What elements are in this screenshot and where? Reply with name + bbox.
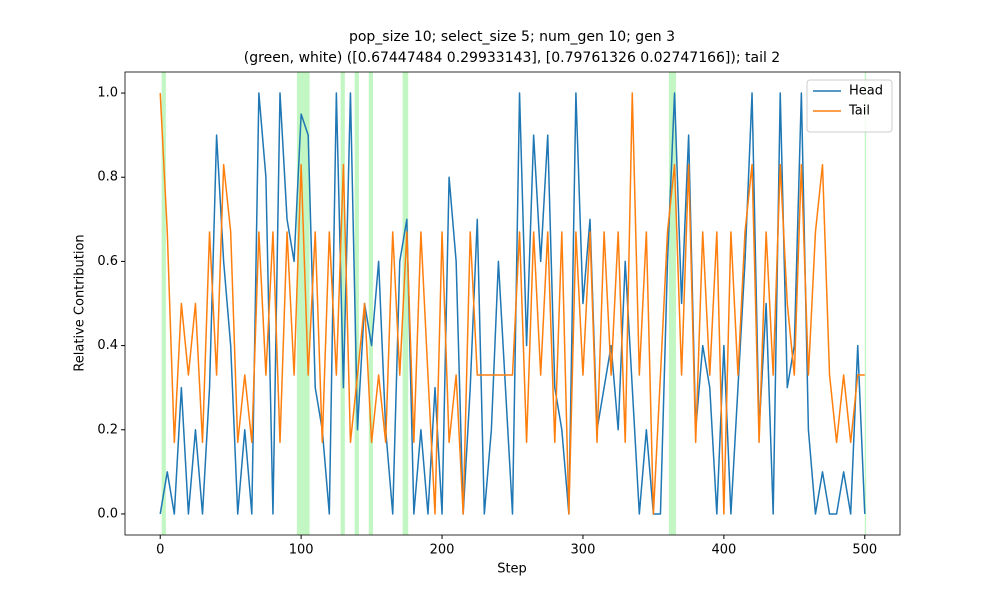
highlight-span [864, 72, 867, 535]
y-tick-label: 0.4 [97, 338, 118, 353]
legend-label: Head [849, 84, 883, 99]
chart-title: pop_size 10; select_size 5; num_gen 10; … [349, 29, 675, 45]
legend-label: Tail [848, 104, 870, 119]
legend-box [806, 79, 893, 133]
y-tick-label: 0.0 [97, 506, 118, 521]
plot-frame [124, 71, 901, 536]
chart-subtitle: (green, white) ([0.67447484 0.29933143],… [244, 50, 780, 66]
x-tick-label: 300 [571, 543, 596, 558]
highlight-span [368, 72, 373, 535]
y-tick-label: 0.2 [97, 422, 118, 437]
y-axis-label: Relative Contribution [73, 234, 88, 371]
x-tick-label: 100 [289, 543, 314, 558]
series-line [159, 92, 865, 515]
highlight-span [402, 72, 409, 535]
x-tick-label: 400 [711, 543, 736, 558]
highlight-span [161, 72, 166, 535]
highlight-span [354, 72, 359, 535]
x-tick-label: 200 [430, 543, 455, 558]
highlight-span [668, 72, 676, 535]
x-tick-label: 500 [852, 543, 877, 558]
y-tick-label: 1.0 [97, 86, 118, 101]
x-tick-label: 0 [156, 543, 164, 558]
y-tick-label: 0.6 [97, 254, 118, 269]
x-axis-label: Step [497, 562, 527, 577]
y-tick-label: 0.8 [97, 170, 118, 185]
highlight-span [340, 72, 345, 535]
